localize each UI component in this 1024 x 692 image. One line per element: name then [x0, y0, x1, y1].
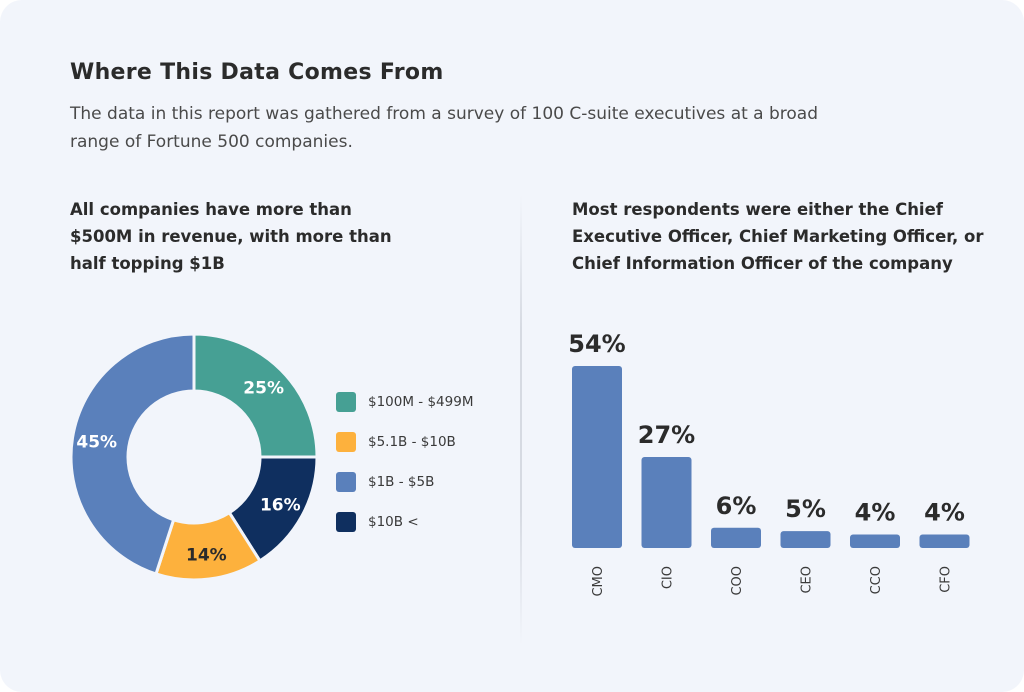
legend-swatch: [336, 512, 356, 532]
slice-data-label: 16%: [260, 495, 301, 515]
bar-data-label: 54%: [568, 330, 625, 358]
legend-item: $10B <: [336, 512, 473, 532]
category-label: CFO: [939, 566, 954, 593]
legend-swatch: [336, 392, 356, 412]
bar-data-label: 6%: [716, 492, 757, 520]
category-label: CCO: [869, 566, 884, 594]
category-label: COO: [730, 566, 745, 596]
revenue-donut-chart: 25% 16% 14% 45%: [69, 332, 319, 582]
slice-data-label: 25%: [243, 378, 284, 398]
bar-data-label: 5%: [785, 495, 826, 523]
bar-cco: [850, 534, 900, 548]
page-title: Where This Data Comes From: [70, 60, 444, 85]
bar-data-label: 4%: [855, 499, 896, 527]
donut-legend: $100M - $499M $5.1B - $10B $1B - $5B $10…: [336, 392, 473, 552]
donut-chart-title: All companies have more than $500M in re…: [70, 200, 392, 273]
bar-chart-title: Most respondents were either the Chief E…: [572, 200, 984, 273]
bar-cfo: [919, 534, 970, 548]
intro-text: The data in this report was gathered fro…: [70, 104, 819, 152]
legend-swatch: [336, 472, 356, 492]
legend-label: $5.1B - $10B: [368, 434, 456, 450]
bar-cio: [641, 457, 692, 548]
bar-ceo: [780, 531, 831, 548]
legend-item: $1B - $5B: [336, 472, 473, 492]
donut-slice: [192, 332, 319, 459]
legend-item: $5.1B - $10B: [336, 432, 473, 452]
bar-coo: [711, 527, 761, 548]
legend-item: $100M - $499M: [336, 392, 473, 412]
slice-data-label: 45%: [76, 433, 117, 453]
legend-label: $10B <: [368, 514, 419, 530]
legend-label: $1B - $5B: [368, 474, 435, 490]
bar-data-label: 4%: [924, 499, 965, 527]
category-label: CEO: [800, 566, 815, 594]
donut-slice: [69, 332, 196, 576]
divider: [520, 195, 522, 645]
legend-swatch: [336, 432, 356, 452]
category-label: CIO: [661, 566, 676, 589]
legend-label: $100M - $499M: [368, 394, 474, 410]
category-label: CMO: [591, 566, 606, 597]
bar-data-label: 27%: [638, 421, 695, 449]
slice-data-label: 14%: [186, 546, 227, 566]
bar-cmo: [572, 366, 622, 548]
